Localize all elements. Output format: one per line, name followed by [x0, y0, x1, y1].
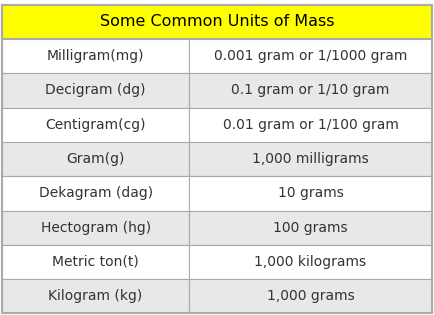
Bar: [2, 176, 189, 210]
Bar: [189, 279, 432, 313]
Text: 100 grams: 100 grams: [273, 221, 348, 235]
Text: 0.01 gram or 1/100 gram: 0.01 gram or 1/100 gram: [223, 118, 398, 132]
Text: 0.001 gram or 1/1000 gram: 0.001 gram or 1/1000 gram: [214, 49, 407, 63]
Bar: [189, 210, 432, 245]
Text: 1,000 milligrams: 1,000 milligrams: [252, 152, 369, 166]
Text: 1,000 kilograms: 1,000 kilograms: [254, 255, 367, 269]
Bar: [2, 142, 189, 176]
Text: 10 grams: 10 grams: [277, 186, 343, 200]
Bar: [2, 245, 189, 279]
Text: Milligram(mg): Milligram(mg): [47, 49, 145, 63]
Text: Decigram (dg): Decigram (dg): [46, 83, 146, 97]
Bar: [2, 279, 189, 313]
Bar: [2, 39, 189, 73]
Text: Gram(g): Gram(g): [66, 152, 125, 166]
Text: Kilogram (kg): Kilogram (kg): [49, 289, 143, 303]
Text: Hectogram (hg): Hectogram (hg): [40, 221, 151, 235]
Bar: [189, 245, 432, 279]
Bar: [2, 108, 189, 142]
Bar: [2, 5, 432, 39]
Bar: [189, 142, 432, 176]
Text: 0.1 gram or 1/10 gram: 0.1 gram or 1/10 gram: [231, 83, 390, 97]
Bar: [189, 73, 432, 108]
Text: Some Common Units of Mass: Some Common Units of Mass: [100, 14, 334, 29]
Bar: [189, 108, 432, 142]
Text: 1,000 grams: 1,000 grams: [266, 289, 354, 303]
Text: Centigram(cg): Centigram(cg): [46, 118, 146, 132]
Bar: [189, 39, 432, 73]
Bar: [189, 176, 432, 210]
Bar: [2, 73, 189, 108]
Text: Dekagram (dag): Dekagram (dag): [39, 186, 153, 200]
Text: Metric ton(t): Metric ton(t): [52, 255, 139, 269]
Bar: [2, 210, 189, 245]
